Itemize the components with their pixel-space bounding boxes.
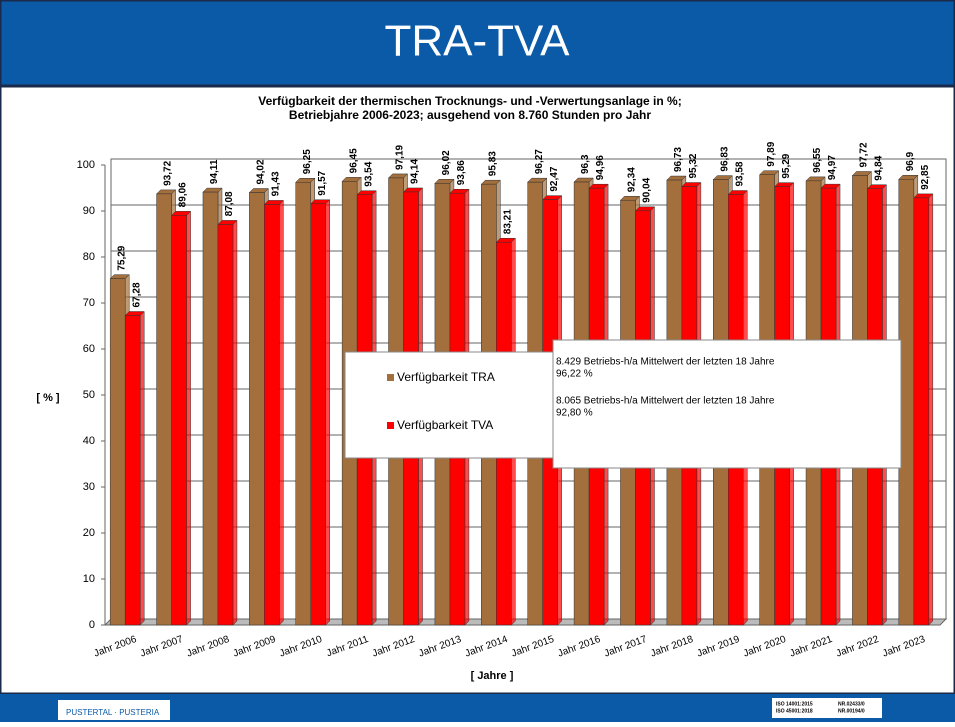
chart-title: Verfügbarkeit der thermischen Trocknungs… <box>258 94 681 108</box>
data-label: 94,02 <box>256 159 267 184</box>
footer-logo <box>58 700 170 720</box>
data-label: 91,43 <box>271 171 282 196</box>
y-tick-label: 10 <box>83 573 95 585</box>
data-label: 93,72 <box>163 160 174 185</box>
data-label: 92,34 <box>627 167 638 192</box>
iso-text: ISO 45001:2018 <box>776 708 813 714</box>
y-tick-label: 90 <box>83 205 95 217</box>
y-tick-label: 30 <box>83 481 95 493</box>
y-tick-label: 40 <box>83 435 95 447</box>
data-label: 97,19 <box>395 144 406 169</box>
data-label: 96,83 <box>719 146 730 171</box>
data-label: 94,14 <box>410 158 421 183</box>
data-label: 95,83 <box>487 151 498 176</box>
data-label: 89,06 <box>178 182 189 207</box>
y-axis-label: [ % ] <box>36 392 60 404</box>
data-label: 95,29 <box>781 153 792 178</box>
bar <box>171 215 187 626</box>
nr-text: NR.02433/0 <box>838 701 865 707</box>
y-tick-label: 70 <box>83 297 95 309</box>
legend-swatch <box>387 422 394 429</box>
legend <box>344 351 554 459</box>
bar <box>295 182 311 626</box>
data-label: 93,58 <box>734 161 745 186</box>
x-axis-label: [ Jahre ] <box>471 670 514 682</box>
bar <box>217 224 234 626</box>
data-label: 94,11 <box>209 159 220 184</box>
iso-text: ISO 14001:2015 <box>776 701 813 707</box>
bar-side <box>928 193 934 626</box>
slide-title: TRA-TVA <box>385 17 571 66</box>
bar <box>202 191 219 626</box>
y-tick-label: 60 <box>83 343 95 355</box>
bar-side <box>279 199 284 626</box>
data-label: 83,21 <box>502 209 513 234</box>
bar <box>156 193 172 626</box>
annotation: 92,80 % <box>556 408 593 419</box>
data-label: 96,55 <box>812 147 823 172</box>
annotation: 96,22 % <box>556 369 593 380</box>
data-label: 87,08 <box>224 191 235 216</box>
y-tick-label: 0 <box>89 619 95 631</box>
bar <box>913 197 930 626</box>
data-label: 97,89 <box>766 141 777 166</box>
data-label: 94,84 <box>874 155 885 180</box>
data-label: 91,57 <box>317 170 328 195</box>
legend-label: Verfügbarkeit TRA <box>397 370 495 384</box>
bar-side <box>186 210 191 626</box>
y-tick-label: 100 <box>77 159 95 171</box>
data-label: 94,97 <box>827 155 838 180</box>
bar-side <box>325 199 330 626</box>
y-tick-label: 80 <box>83 251 95 263</box>
data-label: 96,25 <box>302 149 313 174</box>
bar <box>109 278 126 626</box>
footer-logo-text: PUSTERTAL · PUSTERIA <box>66 708 160 717</box>
data-label: 90,04 <box>642 177 653 202</box>
data-label: 97,72 <box>859 142 870 167</box>
legend-label: Verfügbarkeit TVA <box>397 418 493 432</box>
data-label: 96,73 <box>673 147 684 172</box>
annotation: 8.065 Betriebs-h/a Mittelwert der letzte… <box>556 396 775 407</box>
bar <box>310 203 326 626</box>
data-label: 95,32 <box>688 153 699 178</box>
bar <box>124 315 141 626</box>
footer-iso <box>772 698 882 718</box>
annotation-box <box>552 339 902 469</box>
data-label: 96,9 <box>905 151 916 171</box>
data-label: 94,96 <box>595 155 606 180</box>
bar <box>264 204 280 626</box>
bar <box>249 192 265 626</box>
data-label: 93,54 <box>363 161 374 186</box>
bar-side <box>232 219 238 626</box>
data-label: 67,28 <box>131 282 142 307</box>
data-label: 96,02 <box>441 150 452 175</box>
data-label: 96,27 <box>534 149 545 174</box>
y-tick-label: 50 <box>83 389 95 401</box>
data-label: 92,47 <box>549 166 560 191</box>
nr-text: NR.00194/0 <box>838 708 865 714</box>
y-tick-label: 20 <box>83 527 95 539</box>
data-label: 92,85 <box>920 164 931 189</box>
bar-side <box>139 310 145 626</box>
chart-title: Betriebjahre 2006-2023; ausgehend von 8.… <box>289 108 651 122</box>
data-label: 96,3 <box>580 154 591 174</box>
data-label: 96,45 <box>348 148 359 173</box>
overlay: 8.429 Betriebs-h/a Mittelwert der letzte… <box>344 339 902 469</box>
data-label: 75,29 <box>116 245 127 270</box>
data-label: 93,86 <box>456 160 467 185</box>
annotation: 8.429 Betriebs-h/a Mittelwert der letzte… <box>556 357 775 368</box>
legend-swatch <box>387 374 394 381</box>
